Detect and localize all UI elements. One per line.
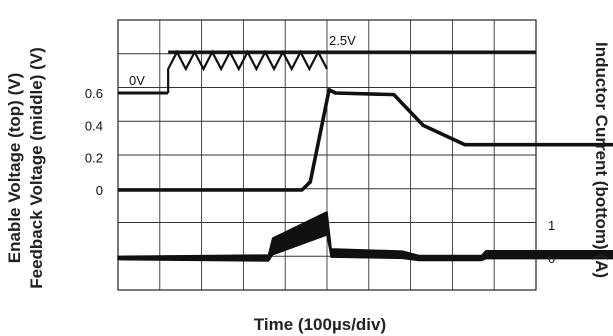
chart-traces	[117, 49, 613, 262]
y-axis-label-enable: Enable Voltage (top) (V)	[5, 73, 24, 263]
chart-ticks: 0.6 0.4 0.2 0 1 0	[85, 86, 555, 266]
trace-label-2-5v: 2.5V	[329, 33, 356, 48]
left-tick-label: 0	[96, 183, 103, 198]
x-axis-label: Time (100µs/div)	[254, 315, 386, 334]
y-axis-label-inductor: Inductor Current (bottom) (A)	[592, 42, 611, 278]
right-tick-label: 0	[548, 251, 555, 266]
y-axis-label-feedback: Feedback Voltage (middle) (V)	[27, 47, 46, 289]
enable-trace-burst	[167, 49, 328, 93]
left-tick-label: 0.6	[85, 86, 103, 101]
feedback-trace	[118, 87, 613, 192]
left-tick-label: 0.2	[85, 151, 103, 166]
chart-trace-labels: 0V 2.5V	[129, 33, 356, 88]
inductor-trace	[117, 211, 613, 262]
left-tick-label: 0.4	[85, 118, 103, 133]
right-tick-label: 1	[548, 218, 555, 233]
trace-label-0v: 0V	[129, 73, 145, 88]
